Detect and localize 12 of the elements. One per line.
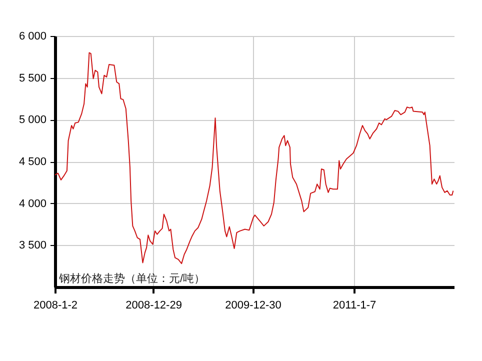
x-tick-label: 2011-1-7 bbox=[332, 300, 376, 312]
y-tick-label: 5 000 bbox=[18, 114, 46, 126]
line-series bbox=[55, 52, 454, 264]
y-tick-label: 4 000 bbox=[18, 198, 46, 210]
annotation: 钢材价格走势（单位：元/吨） bbox=[58, 272, 206, 285]
x-tick-label: 2008-12-29 bbox=[126, 300, 182, 312]
y-tick-label: 5 500 bbox=[18, 72, 46, 84]
x-tick-label: 2008-1-2 bbox=[33, 300, 78, 312]
y-tick-label: 3 500 bbox=[18, 240, 46, 252]
y-tick-label: 4 500 bbox=[18, 156, 46, 168]
y-tick-label: 6 000 bbox=[18, 30, 46, 42]
x-tick-label: 2009-12-30 bbox=[225, 300, 282, 312]
